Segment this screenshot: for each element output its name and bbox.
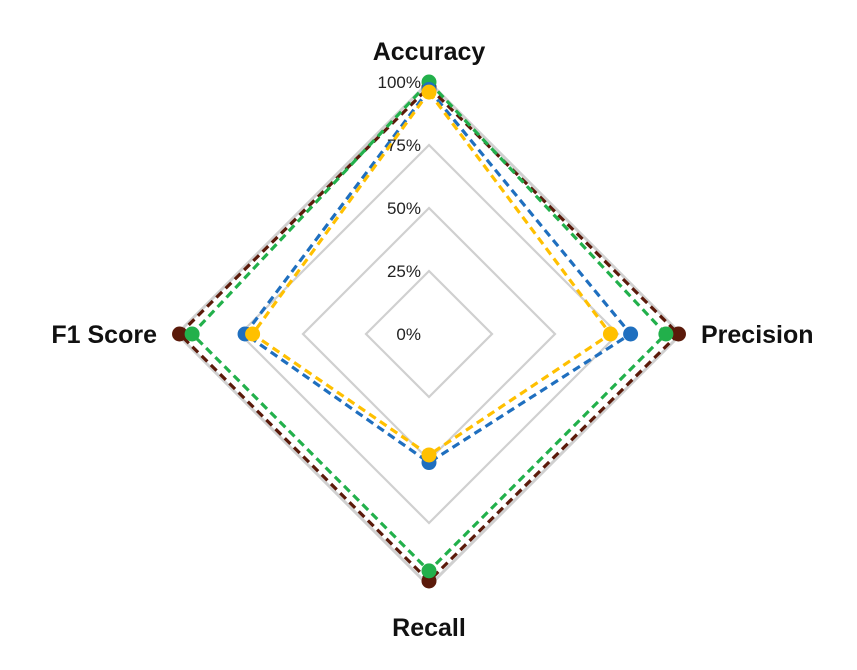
axis-label-recall: Recall bbox=[392, 614, 466, 642]
tick-label-75: 75% bbox=[387, 136, 421, 155]
series-2-point-1 bbox=[623, 326, 639, 342]
tick-label-25: 25% bbox=[387, 262, 421, 281]
series-3-point-1 bbox=[602, 326, 618, 342]
series-1-point-2 bbox=[421, 563, 437, 579]
series-1-point-1 bbox=[658, 326, 674, 342]
axis-label-precision: Precision bbox=[701, 321, 814, 349]
series-3-point-3 bbox=[245, 326, 261, 342]
axis-labels: Accuracy Precision Recall F1 Score bbox=[51, 38, 813, 642]
grid-ring-50 bbox=[301, 206, 557, 462]
series-3-point-0 bbox=[421, 84, 437, 100]
series-0-point-3 bbox=[172, 326, 188, 342]
tick-label-100: 100% bbox=[378, 73, 421, 92]
series-3-point-2 bbox=[421, 447, 437, 463]
series-1-line bbox=[189, 79, 669, 574]
series-0-point-1 bbox=[670, 326, 686, 342]
tick-label-50: 50% bbox=[387, 199, 421, 218]
axis-label-accuracy: Accuracy bbox=[373, 38, 486, 66]
grid-ring-75 bbox=[238, 143, 620, 525]
grid-ring-25 bbox=[364, 269, 494, 399]
series-1-point-3 bbox=[184, 326, 200, 342]
series-2-line bbox=[242, 86, 633, 465]
tick-labels: 0% 25% 50% 75% 100% bbox=[378, 73, 421, 344]
axis-label-f1-score: F1 Score bbox=[51, 321, 157, 349]
series-layer bbox=[172, 74, 686, 589]
tick-label-0: 0% bbox=[396, 325, 421, 344]
